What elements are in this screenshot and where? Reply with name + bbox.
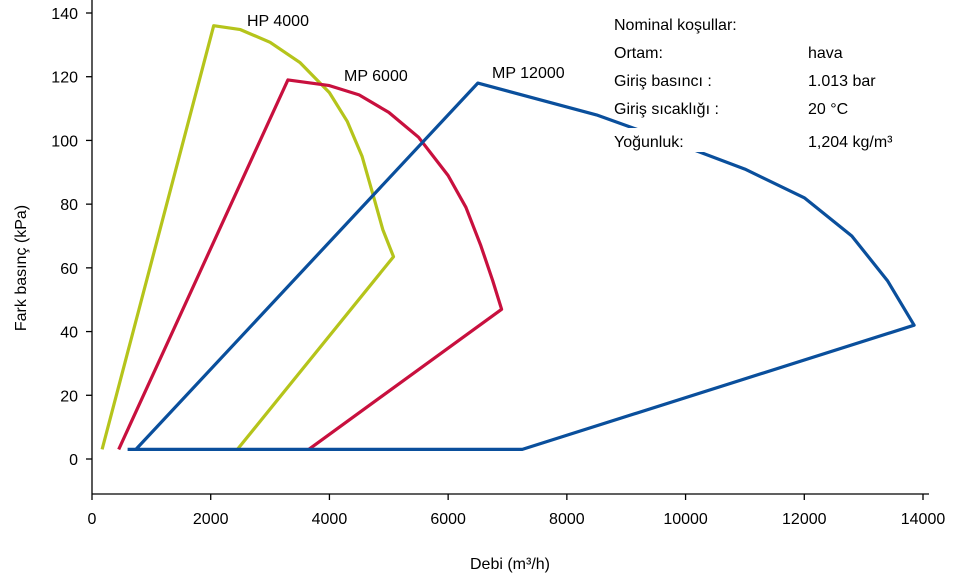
conditions-backdrop [610, 96, 930, 118]
conditions-backdrop [610, 128, 930, 152]
x-axis-ticks: 0 2000 4000 6000 8000 10000 12000 14000 [88, 494, 946, 528]
x-tick-label: 14000 [901, 511, 946, 528]
y-axis-title: Fark basınç (kPa) [13, 205, 30, 331]
x-tick-label: 2000 [193, 511, 229, 528]
y-tick-label: 80 [60, 197, 78, 214]
series-label-mp6000: MP 6000 [344, 68, 408, 85]
y-axis-ticks: 0 20 40 60 80 100 120 140 [51, 6, 92, 469]
series-line-2 [127, 81, 916, 451]
series-line-1 [117, 78, 504, 451]
y-tick-label: 20 [60, 388, 78, 405]
condition-label: Yoğunluk: [614, 134, 684, 151]
condition-label: Ortam: [614, 45, 663, 62]
x-tick-label: 12000 [782, 511, 827, 528]
series-line-0 [100, 24, 396, 451]
x-axis-title: Debi (m³/h) [470, 556, 550, 573]
y-tick-label: 60 [60, 261, 78, 278]
y-tick-label: 100 [51, 133, 78, 150]
x-tick-label: 10000 [663, 511, 708, 528]
x-tick-label: 6000 [430, 511, 466, 528]
x-tick-label: 0 [88, 511, 97, 528]
conditions-title: Nominal koşullar: [614, 17, 737, 34]
condition-label: Giriş basıncı : [614, 73, 712, 90]
conditions-backdrop [610, 40, 930, 62]
condition-value: 1,204 kg/m³ [808, 134, 893, 151]
condition-value: 1.013 bar [808, 73, 876, 90]
series-lines [100, 24, 916, 451]
condition-value: 20 °C [808, 101, 848, 118]
series-label-hp4000: HP 4000 [247, 13, 309, 30]
x-tick-label: 8000 [549, 511, 585, 528]
series-label-mp12000: MP 12000 [492, 65, 565, 82]
condition-value: hava [808, 45, 843, 62]
x-tick-label: 4000 [312, 511, 348, 528]
conditions-backdrop [610, 62, 930, 84]
condition-label: Giriş sıcaklığı : [614, 101, 719, 118]
y-tick-label: 140 [51, 6, 78, 23]
y-tick-label: 0 [69, 452, 78, 469]
y-tick-label: 40 [60, 325, 78, 342]
y-tick-label: 120 [51, 70, 78, 87]
conditions-backdrop [610, 10, 930, 40]
